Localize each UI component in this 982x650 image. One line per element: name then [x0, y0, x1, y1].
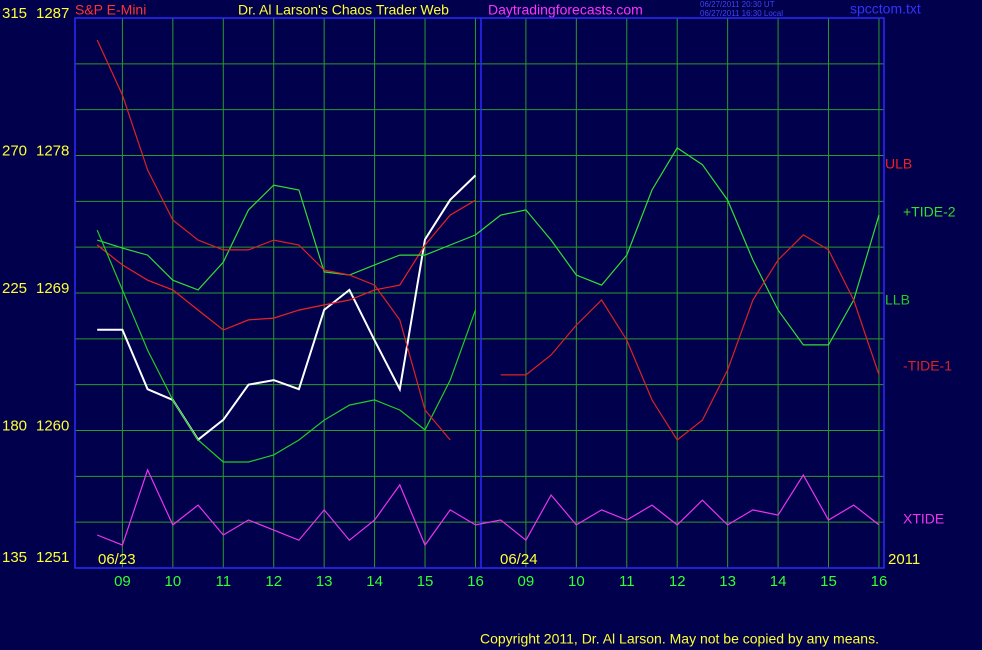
series-line [96, 199, 476, 331]
y-tick-label: 270 [2, 142, 27, 159]
legend-label: XTIDE [903, 511, 944, 527]
x-tick-label: 16 [871, 573, 888, 590]
series-line [97, 147, 880, 346]
date-label: 06/23 [98, 551, 136, 568]
legend-label: LLB [885, 292, 910, 308]
x-tick-label: 11 [215, 573, 231, 590]
site: Daytradingforecasts.com [488, 2, 643, 18]
x-tick-label: 14 [770, 573, 787, 590]
chart-title: Dr. Al Larson's Chaos Trader Web [238, 2, 449, 18]
x-tick-label: 11 [619, 573, 635, 590]
y-tick-label: 315 [2, 5, 27, 22]
date-label: 06/24 [500, 551, 538, 568]
copyright: Copyright 2011, Dr. Al Larson. May not b… [480, 631, 879, 647]
x-tick-label: 12 [669, 573, 686, 590]
series-line [96, 229, 477, 463]
legend-label: S&P E-Mini [75, 2, 146, 18]
x-tick-label: 10 [165, 573, 182, 590]
legend-label: ULB [885, 156, 912, 172]
date-label: 2011 [888, 551, 920, 568]
timestamp: 06/27/2011 20:30 UT [700, 0, 775, 9]
x-tick-label: 12 [265, 573, 282, 590]
x-tick-label: 09 [518, 573, 535, 590]
y2-tick-label: 1269 [36, 280, 69, 297]
y2-tick-label: 1278 [36, 142, 69, 159]
x-tick-label: 15 [820, 573, 837, 590]
x-tick-label: 09 [114, 573, 131, 590]
x-tick-label: 13 [316, 573, 333, 590]
y-tick-label: 135 [2, 549, 27, 566]
y2-tick-label: 1287 [36, 5, 69, 22]
legend-label: +TIDE-2 [903, 204, 956, 220]
x-tick-label: 15 [417, 573, 434, 590]
series-line [96, 39, 880, 441]
y-tick-label: 225 [2, 280, 27, 297]
x-tick-label: 14 [366, 573, 383, 590]
y2-tick-label: 1251 [36, 549, 69, 566]
file-name: spcctom.txt [850, 1, 921, 17]
series-line [97, 174, 477, 442]
timestamp: 06/27/2011 16:30 Local [700, 9, 783, 18]
y-tick-label: 180 [2, 417, 27, 434]
plot-frame [74, 17, 885, 569]
x-tick-label: 16 [467, 573, 484, 590]
legend-label: -TIDE-1 [903, 358, 952, 374]
x-tick-label: 10 [568, 573, 585, 590]
series-line [96, 468, 880, 547]
y2-tick-label: 1260 [36, 417, 69, 434]
x-tick-label: 13 [719, 573, 736, 590]
